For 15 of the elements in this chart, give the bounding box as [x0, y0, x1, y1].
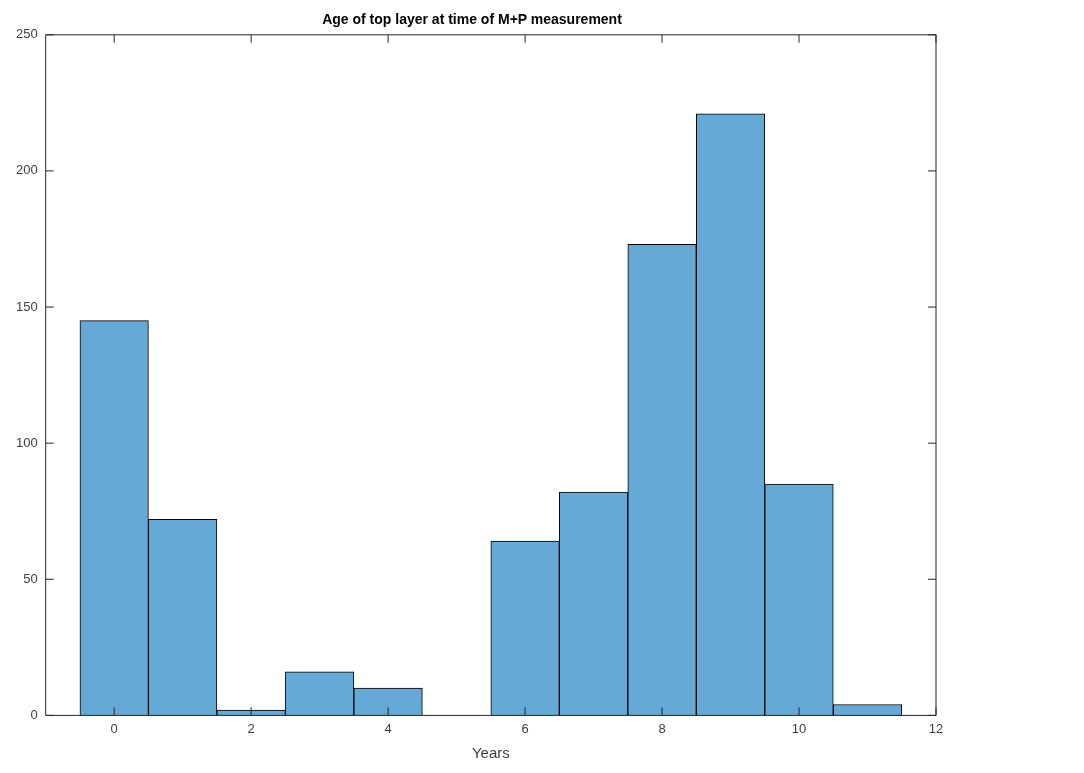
- y-tick-label: 100: [15, 434, 38, 450]
- chart-title: Age of top layer at time of M+P measurement: [322, 11, 623, 28]
- x-tick-label: 8: [658, 720, 666, 736]
- y-tick-label: 50: [23, 570, 38, 586]
- y-tick-label: 150: [15, 298, 38, 314]
- x-tick-label: 12: [928, 720, 944, 736]
- y-tick-label: 0: [30, 706, 38, 722]
- x-tick-label: 6: [521, 720, 529, 736]
- x-tick-label: 2: [247, 720, 255, 736]
- x-tick-label: 4: [384, 720, 392, 736]
- y-tick-label: 200: [15, 162, 38, 178]
- x-axis-title: Years: [471, 744, 510, 762]
- y-tick-label: 250: [15, 26, 38, 42]
- x-tick-label: 10: [791, 720, 807, 736]
- x-tick-label: 0: [110, 720, 118, 736]
